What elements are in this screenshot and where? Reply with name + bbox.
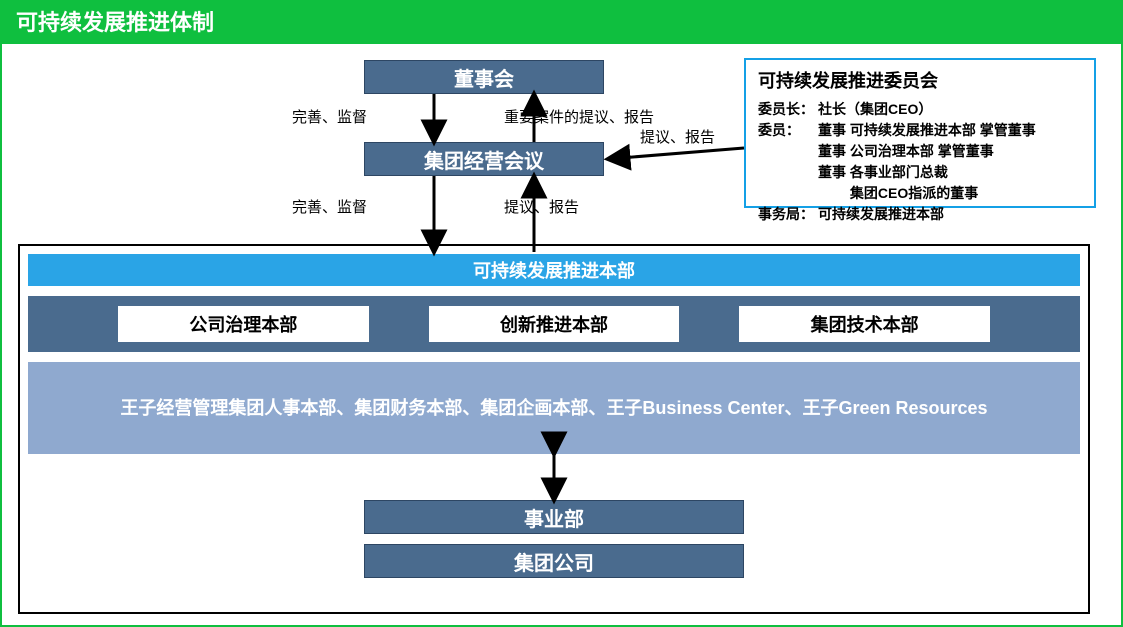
node-business-dept: 事业部 <box>364 500 744 534</box>
three-row: 公司治理本部 创新推进本部 集团技术本部 <box>28 296 1080 352</box>
label-committee-arrow: 提议、报告 <box>640 126 715 147</box>
node-meeting: 集团经营会议 <box>364 142 604 176</box>
sub-bar: 可持续发展推进本部 <box>28 254 1080 286</box>
committee-box: 可持续发展推进委员会 委员长：社长（集团CEO）委员：董事 可持续发展推进本部 … <box>744 58 1096 208</box>
committee-title: 可持续发展推进委员会 <box>758 68 1082 95</box>
label-left-mid: 完善、监督 <box>292 196 367 217</box>
label-left-top: 完善、监督 <box>292 106 367 127</box>
committee-table: 委员长：社长（集团CEO）委员：董事 可持续发展推进本部 掌管董事董事 公司治理… <box>758 99 1040 225</box>
dept-cell: 集团技术本部 <box>739 306 990 342</box>
canvas: 董事会 集团经营会议 完善、监督 重要案件的提议、报告 完善、监督 提议、报告 … <box>4 46 1119 623</box>
wide-box: 王子经营管理集团人事本部、集团财务本部、集团企画本部、王子Business Ce… <box>28 362 1080 454</box>
dept-cell: 创新推进本部 <box>429 306 680 342</box>
dept-cell: 公司治理本部 <box>118 306 369 342</box>
label-right-top: 重要案件的提议、报告 <box>504 106 654 127</box>
node-group-company: 集团公司 <box>364 544 744 578</box>
title-bar: 可持续发展推进体制 <box>2 2 1121 44</box>
node-board: 董事会 <box>364 60 604 94</box>
diagram-frame: 可持续发展推进体制 董事会 集团经营会议 完善、监督 重要案件的提议、报告 完善… <box>0 0 1123 627</box>
label-right-mid: 提议、报告 <box>504 196 579 217</box>
